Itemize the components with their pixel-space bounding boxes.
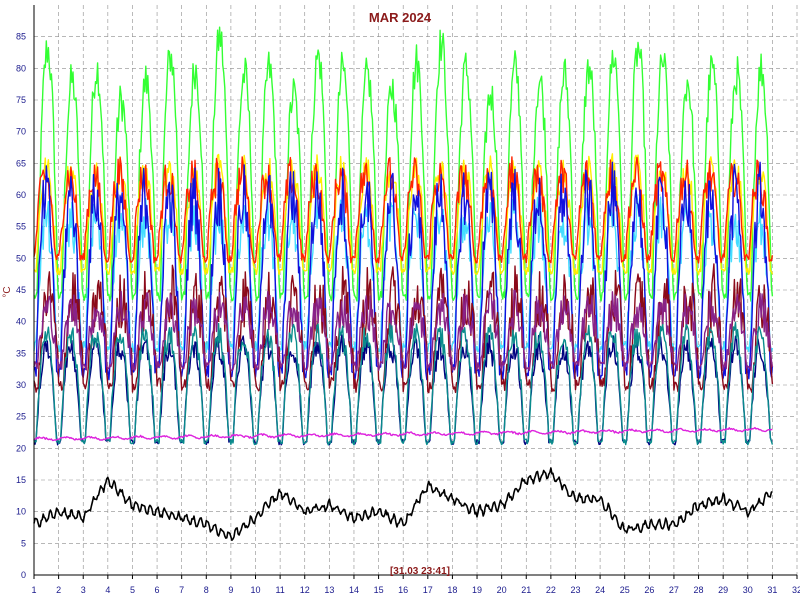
series-line-2: [33, 156, 774, 264]
y-tick-label: 5: [21, 538, 26, 548]
x-tick-label: 8: [204, 585, 209, 595]
chart-title: MAR 2024: [369, 10, 432, 25]
y-tick-label: 15: [16, 475, 26, 485]
y-tick-label: 75: [16, 95, 26, 105]
y-tick-label: 30: [16, 380, 26, 390]
x-tick-label: 12: [300, 585, 310, 595]
x-tick-label: 10: [251, 585, 261, 595]
x-tick-label: 21: [521, 585, 531, 595]
y-tick-label: 50: [16, 253, 26, 263]
axes: 1 2 3 4 5 6 7 8 9 10 11 12 13 14 15 16 17 18 19 20 21 22 23 24 2…: [16, 5, 800, 595]
x-tick-label: 15: [374, 585, 384, 595]
x-tick-label: 22: [546, 585, 556, 595]
x-tick-label: 6: [155, 585, 160, 595]
series-line-9: [33, 426, 773, 442]
x-tick-label: 26: [644, 585, 654, 595]
y-tick-label: 55: [16, 222, 26, 232]
x-tick-label: 4: [105, 585, 110, 595]
x-tick-label: 11: [275, 585, 284, 595]
x-tick-label: 30: [743, 585, 753, 595]
x-tick-label: 19: [472, 585, 482, 595]
x-tick-label: 27: [669, 585, 679, 595]
series-line-8: [33, 321, 774, 446]
x-tick-label: 5: [130, 585, 135, 595]
y-tick-label: 60: [16, 190, 26, 200]
x-tick-label: 18: [447, 585, 457, 595]
x-tick-label: 2: [56, 585, 61, 595]
x-tick-label: 24: [595, 585, 605, 595]
series-layer: [33, 26, 774, 541]
timestamp-label: [31.03 23:41]: [390, 566, 450, 577]
x-tick-label: 13: [324, 585, 334, 595]
series-line-1: [33, 153, 774, 276]
x-tick-label: 14: [349, 585, 359, 595]
series-line-3: [33, 195, 774, 353]
y-axis-label: °C: [2, 286, 13, 297]
y-tick-label: 70: [16, 127, 26, 137]
x-tick-label: 7: [179, 585, 184, 595]
y-tick-label: 45: [16, 285, 26, 295]
x-tick-label: 3: [81, 585, 86, 595]
y-tick-label: 35: [16, 348, 26, 358]
series-line-6: [33, 289, 774, 372]
x-tick-label: 31: [767, 585, 777, 595]
x-tick-label: 25: [620, 585, 630, 595]
y-tick-label: 25: [16, 412, 26, 422]
x-tick-label: 23: [570, 585, 580, 595]
x-tick-label: 9: [228, 585, 233, 595]
y-tick-label: 65: [16, 158, 26, 168]
x-tick-label: 16: [398, 585, 408, 595]
y-tick-label: 40: [16, 317, 26, 327]
x-tick-label: 29: [718, 585, 728, 595]
x-tick-label: 1: [31, 585, 36, 595]
y-tick-label: 20: [16, 443, 26, 453]
series-line-10: [33, 467, 773, 541]
y-tick-label: 10: [16, 507, 26, 517]
series-line-5: [33, 263, 774, 394]
series-line-0: [33, 26, 774, 302]
y-tick-label: 0: [21, 570, 26, 580]
y-tick-label: 85: [16, 32, 26, 42]
x-tick-label: 20: [497, 585, 507, 595]
x-tick-label: 17: [423, 585, 433, 595]
y-tick-label: 80: [16, 63, 26, 73]
x-tick-label: 28: [694, 585, 704, 595]
x-tick-label: 32: [792, 585, 800, 595]
